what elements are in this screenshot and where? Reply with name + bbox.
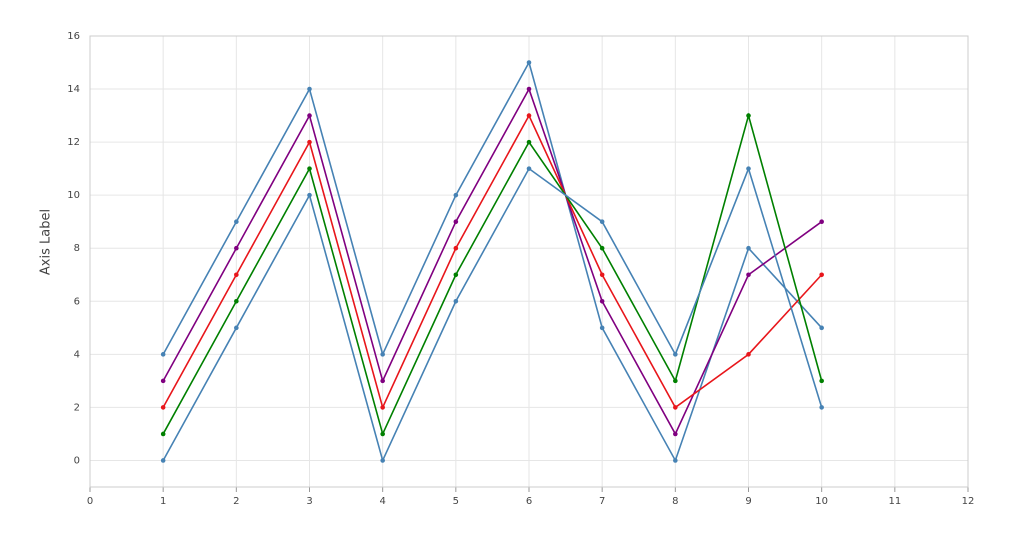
- x-tick-label: 9: [745, 496, 751, 507]
- data-point: [380, 405, 385, 410]
- data-point: [819, 405, 824, 410]
- data-point: [673, 431, 678, 437]
- data-point: [380, 352, 385, 357]
- y-tick-label: 0: [74, 455, 80, 466]
- y-axis-label: Axis Label: [39, 209, 54, 275]
- data-point: [819, 378, 824, 384]
- data-point: [453, 192, 459, 198]
- y-tick-label: 14: [67, 84, 80, 95]
- y-tick-label: 10: [67, 190, 80, 201]
- y-tick-label: 16: [67, 31, 80, 42]
- data-point: [307, 86, 312, 92]
- data-point: [380, 431, 385, 437]
- data-point: [746, 245, 751, 251]
- data-point: [380, 458, 385, 463]
- y-tick-label: 6: [74, 296, 80, 307]
- data-point: [380, 378, 385, 384]
- data-point: [234, 245, 239, 251]
- data-point: [234, 325, 239, 331]
- x-tick-label: 4: [379, 496, 385, 507]
- x-tick-label: 11: [888, 496, 901, 507]
- data-point: [160, 378, 166, 384]
- x-tick-label: 8: [672, 496, 678, 507]
- data-point: [673, 458, 678, 463]
- data-point: [307, 192, 312, 198]
- data-point: [526, 60, 532, 65]
- data-point: [234, 272, 239, 278]
- data-point: [599, 272, 605, 278]
- series-line: [162, 87, 823, 436]
- data-point: [746, 272, 751, 278]
- data-point: [599, 325, 605, 331]
- data-point: [673, 378, 678, 384]
- data-point: [453, 298, 459, 304]
- x-tick-label: 7: [599, 496, 605, 507]
- data-point: [453, 219, 459, 225]
- data-point: [526, 113, 532, 118]
- x-tick-label: 3: [306, 496, 312, 507]
- data-point: [160, 352, 166, 357]
- x-tick-label: 10: [815, 496, 828, 507]
- data-point: [599, 219, 605, 225]
- data-point: [673, 352, 678, 357]
- data-point: [526, 166, 532, 171]
- data-point: [307, 113, 312, 118]
- x-tick-label: 6: [526, 496, 532, 507]
- plot-frame: [89, 35, 969, 488]
- y-tick-label: 8: [74, 243, 80, 254]
- y-tick-label: 12: [67, 137, 80, 148]
- data-point: [307, 166, 312, 171]
- series-line: [162, 60, 823, 463]
- x-tick-label: 12: [962, 496, 975, 507]
- series-line: [162, 113, 823, 410]
- data-point: [453, 245, 459, 251]
- data-point: [599, 245, 605, 251]
- data-point: [819, 325, 824, 331]
- data-point: [526, 139, 532, 145]
- y-tick-label: 2: [74, 402, 80, 413]
- data-point: [160, 458, 166, 463]
- data-point: [453, 272, 459, 278]
- data-point: [599, 298, 605, 304]
- series-line: [162, 112, 823, 437]
- data-point: [160, 405, 166, 410]
- x-tick-label: 5: [453, 496, 459, 507]
- data-point: [234, 219, 239, 225]
- data-point: [526, 86, 532, 92]
- x-tick-label: 1: [160, 496, 166, 507]
- data-point: [819, 272, 824, 278]
- data-point: [746, 113, 751, 118]
- data-point: [819, 219, 824, 225]
- series-line: [162, 166, 823, 463]
- y-tick-label: 4: [74, 349, 80, 360]
- data-point: [160, 431, 166, 437]
- data-point: [307, 139, 312, 145]
- data-point: [746, 352, 751, 357]
- x-tick-label: 0: [87, 496, 93, 507]
- x-tick-label: 2: [233, 496, 239, 507]
- data-point: [234, 298, 239, 304]
- data-point: [746, 166, 751, 171]
- data-point: [673, 405, 678, 410]
